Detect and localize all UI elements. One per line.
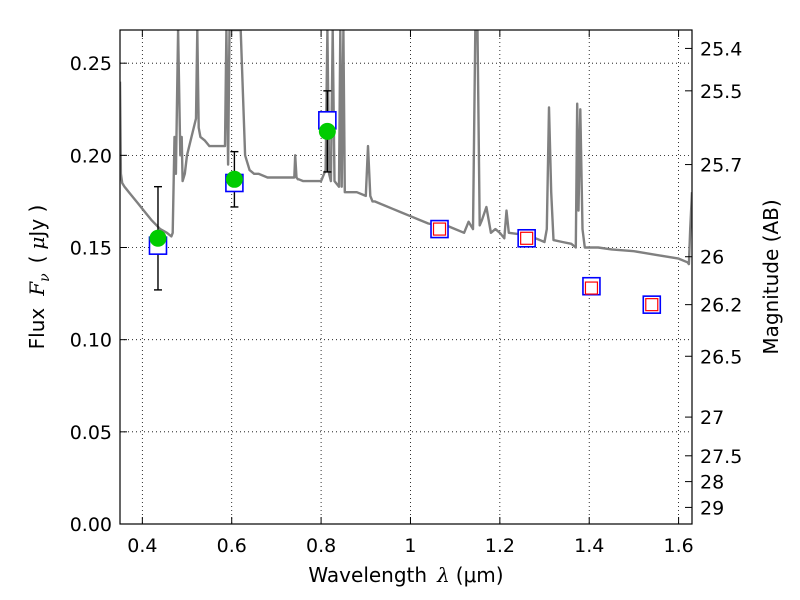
y-tick-label: 0.20 — [70, 145, 112, 167]
plot-area — [120, 30, 692, 524]
limit-square-point — [520, 231, 534, 245]
limit-square-point — [645, 298, 659, 312]
y-tick-label: 0.10 — [70, 330, 112, 352]
x-tick-label: 1.4 — [574, 535, 604, 557]
x-axis-title: Wavelength λ (μm) — [308, 563, 503, 587]
y-tick-label: 0.25 — [70, 53, 112, 75]
y-axis-title: FluxFν(μJy ) — [25, 205, 53, 350]
y2-ticks: 25.4 25.5 25.7 26 26.2 26.5 27 27.5 28 29 — [685, 38, 742, 519]
x-tick-label: 0.6 — [217, 535, 247, 557]
y2-tick-label: 25.7 — [700, 155, 742, 177]
y2-tick-label: 25.4 — [700, 38, 742, 60]
y2-tick-label: 27 — [700, 407, 724, 429]
y-tick-label: 0.05 — [70, 422, 112, 444]
y2-tick-label: 25.5 — [700, 81, 742, 103]
x-tick-label: 1.2 — [485, 535, 515, 557]
x-ticks: 0.4 0.6 0.8 1 1.2 1.4 1.6 — [127, 30, 694, 557]
y2-tick-label: 28 — [700, 472, 724, 494]
x-tick-label: 0.4 — [127, 535, 157, 557]
y2-tick-label: 26.5 — [700, 346, 742, 368]
marker-layer — [148, 111, 662, 314]
x-tick-label: 1.6 — [663, 535, 693, 557]
y2-tick-label: 26.2 — [700, 295, 742, 317]
y2-tick-label: 26 — [700, 247, 724, 269]
x-tick-label: 1 — [404, 535, 416, 557]
plot-frame — [119, 29, 693, 525]
observed-point — [149, 229, 167, 247]
spectrum-line — [120, 30, 692, 266]
y2-tick-label: 27.5 — [700, 446, 742, 468]
limit-square-point — [432, 222, 447, 236]
observed-point — [225, 170, 243, 188]
x-tick-label: 0.8 — [306, 535, 336, 557]
observed-point — [318, 122, 336, 140]
y-tick-label: 0.00 — [70, 514, 112, 536]
y-ticks: 0.00 0.05 0.10 0.15 0.20 0.25 — [70, 53, 127, 536]
y2-axis-title: Magnitude (AB) — [759, 199, 783, 354]
limit-square-point — [584, 281, 599, 295]
y-tick-label: 0.15 — [70, 238, 112, 260]
spectrum-layer — [120, 30, 692, 266]
y2-tick-label: 29 — [700, 497, 724, 519]
